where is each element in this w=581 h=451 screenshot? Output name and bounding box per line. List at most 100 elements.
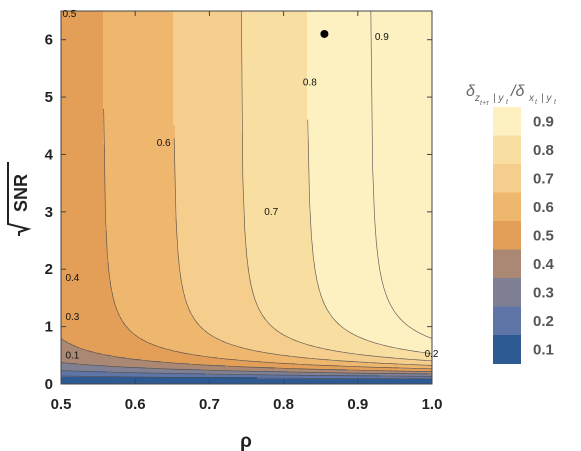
- contour-cell: [67, 209, 70, 212]
- contour-cell: [79, 49, 82, 52]
- contour-cell: [71, 25, 74, 28]
- contour-cell: [77, 361, 80, 364]
- contour-cell: [81, 297, 84, 300]
- contour-cell: [77, 185, 80, 188]
- contour-cell: [65, 263, 68, 266]
- contour-cell: [69, 201, 72, 204]
- contour-cell: [65, 173, 68, 176]
- contour-cell: [71, 195, 74, 198]
- contour-cell: [77, 55, 80, 58]
- contour-cell: [63, 331, 66, 334]
- contour-cell: [61, 301, 64, 304]
- contour-cell: [75, 53, 78, 56]
- contour-cell: [79, 113, 82, 116]
- contour-cell: [83, 97, 86, 100]
- contour-cell: [81, 213, 84, 216]
- contour-cell: [69, 167, 72, 170]
- contour-cell: [61, 43, 64, 46]
- contour-cell: [63, 35, 66, 38]
- contour-cell: [65, 161, 68, 164]
- contour-cell: [73, 175, 76, 178]
- contour-cell: [65, 127, 68, 130]
- contour-cell: [61, 231, 64, 234]
- contour-cell: [67, 261, 70, 264]
- contour-cell: [75, 301, 78, 304]
- contour-cell: [75, 155, 78, 158]
- contour-cell: [69, 341, 72, 344]
- contour-cell: [65, 63, 68, 66]
- contour-cell: [67, 345, 70, 348]
- contour-cell: [61, 259, 64, 262]
- contour-cell: [75, 235, 78, 238]
- contour-cell: [77, 323, 80, 326]
- contour-cell: [81, 61, 84, 64]
- contour-cell: [63, 183, 66, 186]
- contour-bands: [61, 11, 432, 384]
- contour-cell: [71, 143, 74, 146]
- contour-cell: [73, 169, 76, 172]
- contour-cell: [67, 25, 70, 28]
- contour-cell: [81, 337, 84, 340]
- contour-cell: [69, 121, 72, 124]
- contour-cell: [69, 353, 72, 356]
- contour-cell: [65, 169, 68, 172]
- contour-cell: [65, 133, 68, 136]
- contour-cell: [69, 243, 72, 246]
- contour-cell: [75, 305, 78, 308]
- contour-cell: [77, 199, 80, 202]
- contour-cell: [71, 127, 74, 130]
- contour-cell: [69, 13, 72, 16]
- contour-cell: [67, 63, 70, 66]
- contour-cell: [77, 73, 80, 76]
- contour-cell: [79, 253, 82, 256]
- contour-cell: [73, 77, 76, 80]
- contour-cell: [75, 85, 78, 88]
- contour-cell: [77, 107, 80, 110]
- contour-cell: [63, 165, 66, 168]
- contour-cell: [69, 27, 72, 30]
- contour-cell: [69, 117, 72, 120]
- contour-cell: [63, 149, 66, 152]
- contour-cell: [69, 165, 72, 168]
- contour-cell: [73, 15, 76, 18]
- contour-cell: [65, 359, 68, 362]
- contour-cell: [61, 53, 64, 56]
- contour-cell: [69, 43, 72, 46]
- contour-cell: [71, 313, 74, 316]
- contour-cell: [75, 83, 78, 86]
- contour-cell: [81, 369, 84, 372]
- contour-cell: [81, 119, 84, 122]
- contour-cell: [63, 169, 66, 172]
- contour-cell: [61, 359, 64, 362]
- contour-cell: [81, 89, 84, 92]
- contour-cell: [77, 231, 80, 234]
- contour-cell: [61, 229, 64, 232]
- contour-cell: [71, 255, 74, 258]
- contour-cell: [65, 379, 68, 382]
- contour-cell: [81, 115, 84, 118]
- contour-cell: [77, 147, 80, 150]
- contour-cell: [61, 185, 64, 188]
- contour-cell: [61, 17, 64, 20]
- contour-cell: [67, 317, 70, 320]
- contour-cell: [69, 315, 72, 318]
- contour-cell: [67, 237, 70, 240]
- contour-cell: [71, 87, 74, 90]
- contour-cell: [75, 217, 78, 220]
- contour-cell: [69, 317, 72, 320]
- contour-cell: [81, 239, 84, 242]
- contour-cell: [61, 247, 64, 250]
- contour-cell: [69, 81, 72, 84]
- contour-cell: [71, 323, 74, 326]
- contour-cell: [75, 213, 78, 216]
- contour-cell: [71, 121, 74, 124]
- contour-cell: [79, 223, 82, 226]
- contour-cell: [65, 65, 68, 68]
- contour-cell: [71, 95, 74, 98]
- contour-cell: [69, 213, 72, 216]
- contour-cell: [73, 23, 76, 26]
- contour-cell: [71, 49, 74, 52]
- contour-cell: [61, 279, 64, 282]
- contour-cell: [79, 65, 82, 68]
- contour-cell: [81, 201, 84, 204]
